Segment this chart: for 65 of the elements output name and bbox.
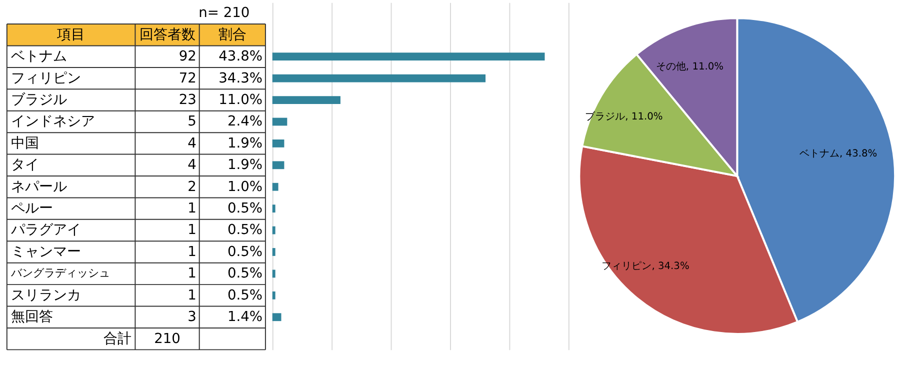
data-label: 1 [188, 266, 196, 282]
slice-label: フィリピン [602, 261, 652, 272]
data-label: 1 [188, 287, 196, 304]
text: 1.4% [227, 309, 262, 326]
text: 2.4% [227, 114, 262, 130]
y-tick-label: ミャンマー [10, 244, 81, 260]
text: 11.0% [218, 92, 262, 108]
y-tick-label: 無回答 [10, 309, 53, 326]
text: 回答者数 [139, 26, 196, 43]
bar [272, 96, 340, 104]
data-label: 1 [188, 222, 196, 238]
bar [272, 118, 288, 126]
data-label: 72 [178, 70, 196, 86]
data-label: , 34.3% [652, 261, 690, 272]
data-label: , 11.0% [686, 61, 724, 72]
data-label: 3 [188, 309, 196, 326]
y-tick-label: ペルー [10, 200, 53, 217]
text: 1.9% [227, 157, 262, 174]
bar [272, 313, 282, 322]
data-label: 92 [178, 48, 196, 65]
slice-label: その他 [656, 60, 686, 72]
bar [272, 182, 278, 191]
bar [272, 204, 276, 213]
y-tick-label: スリランカ [10, 287, 81, 304]
data-label: , 11.0% [625, 112, 663, 123]
text: 0.5% [227, 266, 262, 282]
text: 0.5% [227, 287, 262, 304]
bar [272, 52, 545, 61]
text: 43.8% [218, 48, 262, 65]
bar [272, 248, 276, 256]
text: 1.9% [227, 135, 262, 152]
y-tick-label: バングラディッシュ [10, 266, 110, 280]
text: 0.5% [227, 222, 262, 238]
bar [272, 74, 486, 82]
data-label: 1 [188, 244, 196, 260]
data-label: 4 [188, 135, 196, 152]
text: 合計 [103, 330, 132, 347]
y-tick-label: パラグアイ [10, 222, 81, 238]
text: 割合 [218, 26, 246, 43]
y-tick-label: 中国 [10, 135, 39, 152]
data-label: , 43.8% [840, 148, 878, 160]
text: 項目 [56, 26, 86, 43]
data-label: 23 [178, 92, 196, 108]
bar [272, 161, 284, 170]
bar [272, 226, 276, 234]
text: n= 210 [198, 5, 250, 22]
data-label: 1 [188, 200, 196, 217]
data-label: 2 [188, 178, 196, 195]
bar [272, 139, 284, 148]
y-tick-label: フィリピン [10, 70, 81, 86]
data-label: 5 [188, 114, 196, 130]
text: 0.5% [227, 244, 262, 260]
text: 210 [154, 330, 180, 347]
text: 34.3% [218, 70, 262, 86]
data-label: 4 [188, 157, 196, 174]
y-tick-label: インドネシア [10, 114, 95, 130]
y-tick-label: タイ [10, 157, 39, 174]
y-tick-label: ベトナム [10, 48, 67, 65]
text: 1.0% [227, 178, 262, 195]
y-tick-label: ブラジル [10, 92, 67, 108]
slice-label: ベトナム [800, 148, 840, 160]
bar [272, 291, 276, 300]
y-tick-label: ネパール [10, 178, 67, 195]
text: 0.5% [227, 200, 262, 217]
bar [272, 270, 276, 278]
